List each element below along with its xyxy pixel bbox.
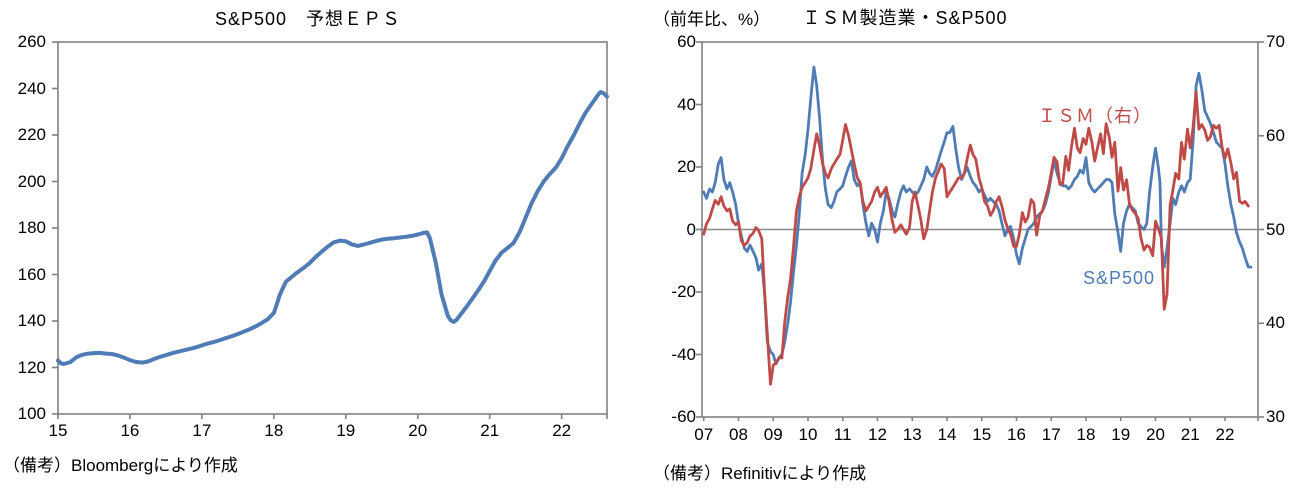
right-chart-right-y-tick-label: 60 [1266, 125, 1285, 145]
left-chart-x-tick-label: 21 [480, 421, 500, 440]
ism-series-label: ＩＳＭ（右） [1038, 106, 1152, 126]
right-chart-left-y-tick-label: -20 [671, 282, 696, 301]
right-chart-x-tick-label: 17 [1041, 425, 1061, 444]
right-chart-right-y-tick-label: 40 [1266, 313, 1285, 333]
left-chart-x-tick-label: 18 [264, 421, 284, 440]
right-chart-left-y-tick-label: 60 [677, 32, 696, 51]
right-chart-left-y-tick-label: 40 [677, 94, 696, 114]
left-chart-y-tick-label: 240 [17, 78, 46, 98]
right-chart-x-tick-label: 09 [763, 425, 783, 444]
right-chart-right-y-tick-label: 70 [1266, 32, 1285, 51]
left-chart-x-tick-label: 15 [48, 421, 68, 440]
right-chart-x-tick-label: 21 [1180, 425, 1200, 444]
right-chart-x-tick-label: 12 [868, 425, 887, 444]
right-chart-right-y-tick-label: 30 [1266, 407, 1285, 426]
right-chart-x-tick-label: 08 [729, 425, 748, 444]
left-chart-y-tick-label: 180 [17, 218, 46, 237]
left-chart-y-tick-label: 260 [17, 32, 46, 51]
sp500-series-label: S&P500 [1083, 268, 1156, 288]
right-chart-title: ＩＳＭ製造業・S&P500 [802, 8, 1008, 28]
right-chart-left-y-tick-label: 0 [686, 219, 696, 239]
right-chart-x-tick-label: 13 [902, 425, 922, 444]
right-chart-x-tick-label: 10 [798, 425, 818, 444]
right-chart-x-tick-label: 07 [694, 425, 714, 444]
left-chart-x-tick-label: 20 [408, 421, 428, 440]
right-chart-x-tick-label: 11 [833, 425, 852, 444]
left-chart-y-tick-label: 220 [17, 125, 46, 144]
right-chart-right-y-tick-label: 50 [1266, 219, 1285, 239]
right-chart-left-y-tick-label: 20 [677, 157, 696, 176]
right-chart-x-tick-label: 19 [1111, 425, 1131, 444]
left-chart-x-tick-label: 19 [336, 421, 356, 440]
right-chart-x-tick-label: 22 [1215, 425, 1235, 444]
left-chart-x-tick-label: 17 [192, 421, 212, 440]
right-chart-x-tick-label: 20 [1146, 425, 1165, 444]
right-chart-left-y-tick-label: -60 [671, 407, 696, 426]
right-chart-source-note: （備考）Refinitivにより作成 [653, 464, 867, 483]
left-chart-title: S&P500 予想ＥＰＳ [214, 9, 402, 29]
left-chart-y-tick-label: 160 [17, 264, 46, 284]
right-chart-x-tick-label: 18 [1076, 425, 1096, 444]
right-chart-x-tick-label: 16 [1007, 425, 1026, 444]
right-chart-left-y-tick-label: -40 [671, 344, 696, 364]
left-chart-y-tick-label: 120 [17, 357, 46, 377]
right-chart-x-tick-label: 15 [972, 425, 992, 444]
left-chart-y-tick-label: 100 [17, 404, 46, 423]
left-chart-y-tick-label: 140 [17, 311, 46, 330]
left-chart-y-tick-label: 200 [17, 171, 46, 191]
right-chart-x-tick-label: 14 [937, 425, 957, 444]
left-chart-x-tick-label: 16 [120, 421, 140, 440]
right-chart-unit-label: （前年比、%） [653, 10, 771, 29]
left-chart-source-note: （備考）Bloombergにより作成 [3, 456, 238, 475]
left-chart-x-tick-label: 22 [552, 421, 572, 440]
